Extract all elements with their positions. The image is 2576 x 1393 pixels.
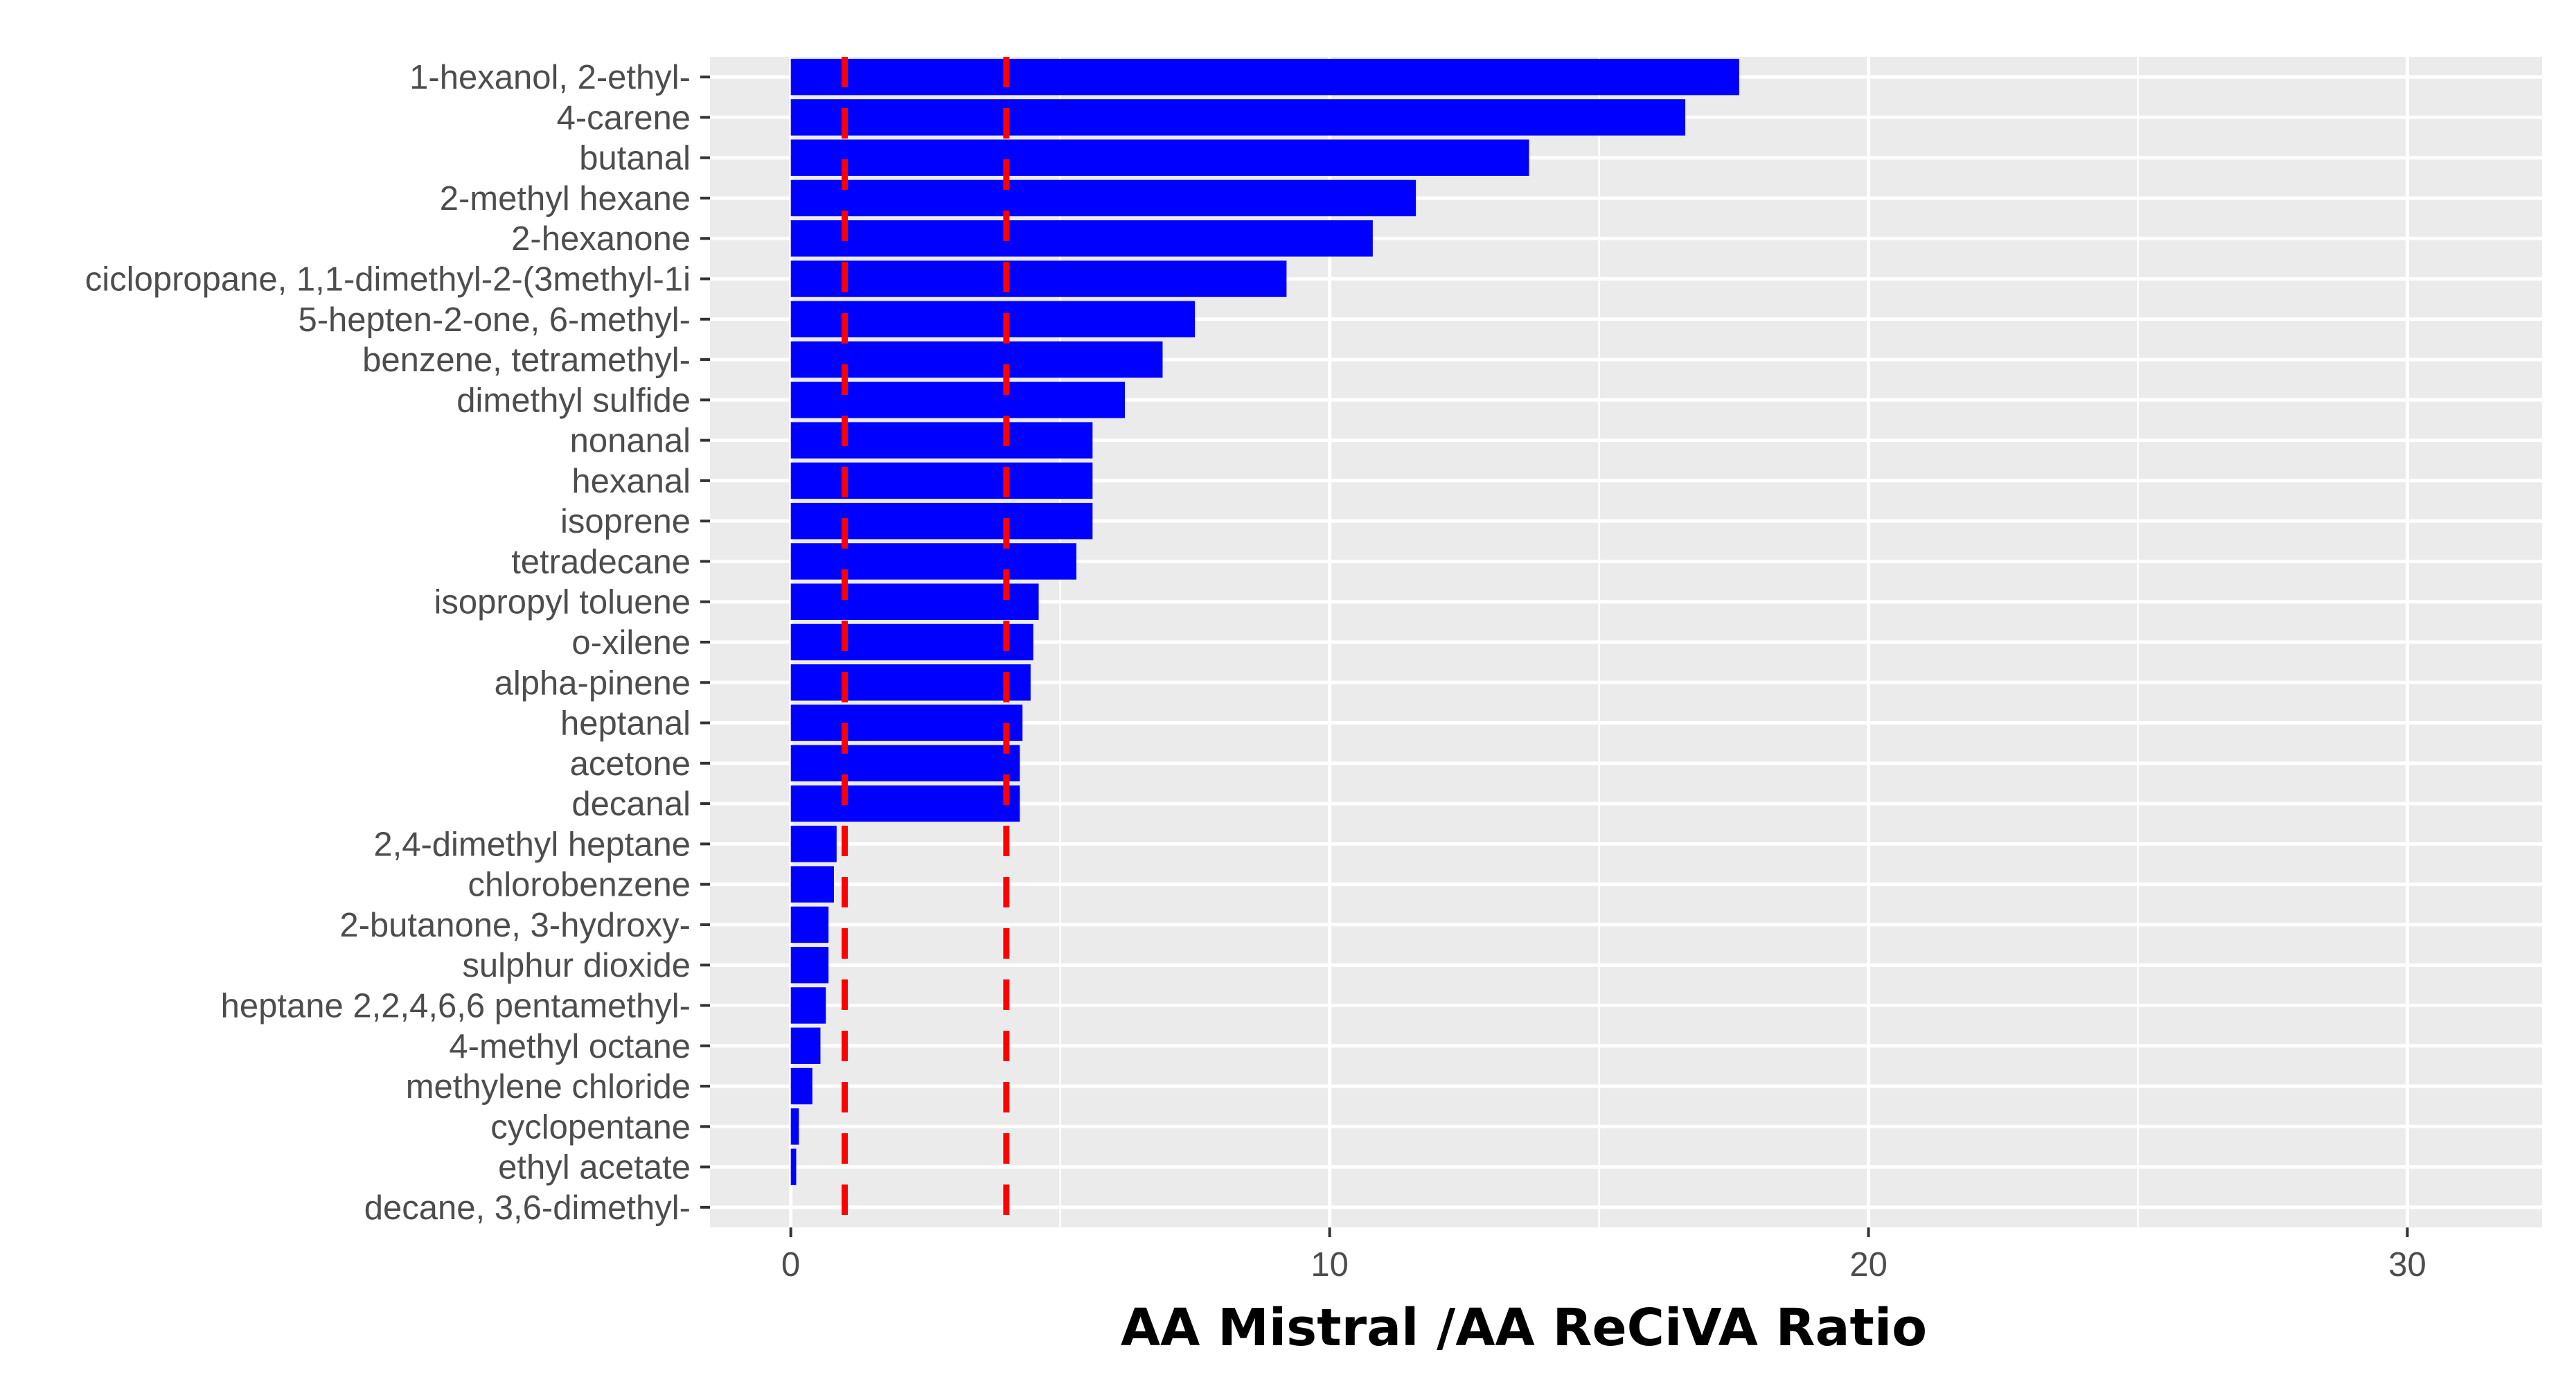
bar xyxy=(790,987,826,1024)
y-tick-label: 2-butanone, 3-hydroxy- xyxy=(339,907,691,944)
y-tick-label: acetone xyxy=(570,745,691,783)
y-tick-label: 1-hexanol, 2-ethyl- xyxy=(409,59,691,96)
x-tick-label: 30 xyxy=(2388,1246,2426,1284)
bar xyxy=(790,1027,821,1064)
bar xyxy=(790,745,1020,782)
y-tick-label: benzene, tetramethyl- xyxy=(362,341,691,379)
reference-lines xyxy=(841,57,1010,1227)
y-tick-label: 4-methyl octane xyxy=(449,1028,691,1065)
x-tick-label: 0 xyxy=(781,1246,800,1284)
bar xyxy=(790,341,1163,378)
bar xyxy=(790,179,1416,217)
y-tick-label: alpha-pinene xyxy=(495,664,691,702)
bar xyxy=(790,704,1023,741)
y-tick-label: heptane 2,2,4,6,6 pentamethyl- xyxy=(221,987,691,1024)
y-tick-label: 5-hepten-2-one, 6-methyl- xyxy=(298,301,691,339)
y-tick-label: sulphur dioxide xyxy=(462,947,691,984)
y-tick-label: cyclopentane xyxy=(490,1108,691,1146)
bar xyxy=(790,826,837,862)
x-axis-label: AA Mistral /AA ReCiVA Ratio xyxy=(1121,1298,1927,1358)
bar xyxy=(790,785,1020,822)
y-tick-label: isopropyl toluene xyxy=(434,584,691,621)
bar xyxy=(790,139,1529,176)
bar xyxy=(790,99,1686,136)
bar xyxy=(790,58,1739,96)
bar xyxy=(790,462,1093,499)
y-tick-label: nonanal xyxy=(570,423,691,460)
bar xyxy=(790,301,1196,338)
bar xyxy=(790,260,1287,297)
x-tick-label: 10 xyxy=(1311,1246,1349,1284)
y-tick-label: 2,4-dimethyl heptane xyxy=(373,826,691,863)
bar xyxy=(790,906,829,943)
y-tick-label: 2-methyl hexane xyxy=(440,180,691,218)
bar xyxy=(790,623,1033,661)
y-tick-label: isoprene xyxy=(560,503,691,540)
y-tick-label: dimethyl sulfide xyxy=(456,382,691,419)
bar xyxy=(790,382,1126,418)
y-tick-label: 4-carene xyxy=(557,99,691,136)
bar xyxy=(790,422,1093,459)
y-tick-label: ethyl acetate xyxy=(498,1149,691,1187)
x-axis: 0 10 20 30 xyxy=(781,1227,2426,1284)
bar xyxy=(790,1067,812,1105)
bar xyxy=(790,502,1093,540)
bar xyxy=(790,946,829,984)
y-tick-label: 2-hexanone xyxy=(511,220,691,258)
y-tick-label: methylene chloride xyxy=(406,1068,691,1106)
y-tick-label: tetradecane xyxy=(511,543,691,580)
y-tick-label: butanal xyxy=(579,140,691,177)
bars xyxy=(790,58,1739,1185)
y-tick-label: chlorobenzene xyxy=(468,867,691,904)
bar xyxy=(790,866,834,903)
y-tick-label: ciclopropane, 1,1-dimethyl-2-(3methyl-1i xyxy=(85,261,691,299)
y-axis: 1-hexanol, 2-ethyl-4-carene butanal2-meth… xyxy=(85,59,710,1227)
x-tick-label: 20 xyxy=(1849,1246,1887,1284)
y-tick-label: heptanal xyxy=(560,705,691,743)
bar xyxy=(790,1148,797,1185)
y-tick-label: decanal xyxy=(571,786,691,823)
bar xyxy=(790,1108,799,1145)
bar xyxy=(790,664,1031,701)
bar xyxy=(790,543,1076,580)
bar xyxy=(790,583,1039,620)
bar xyxy=(790,220,1373,257)
y-tick-label: o-xilene xyxy=(571,624,691,662)
y-tick-label: decane, 3,6-dimethyl- xyxy=(364,1189,691,1227)
y-tick-label: hexanal xyxy=(571,463,691,500)
